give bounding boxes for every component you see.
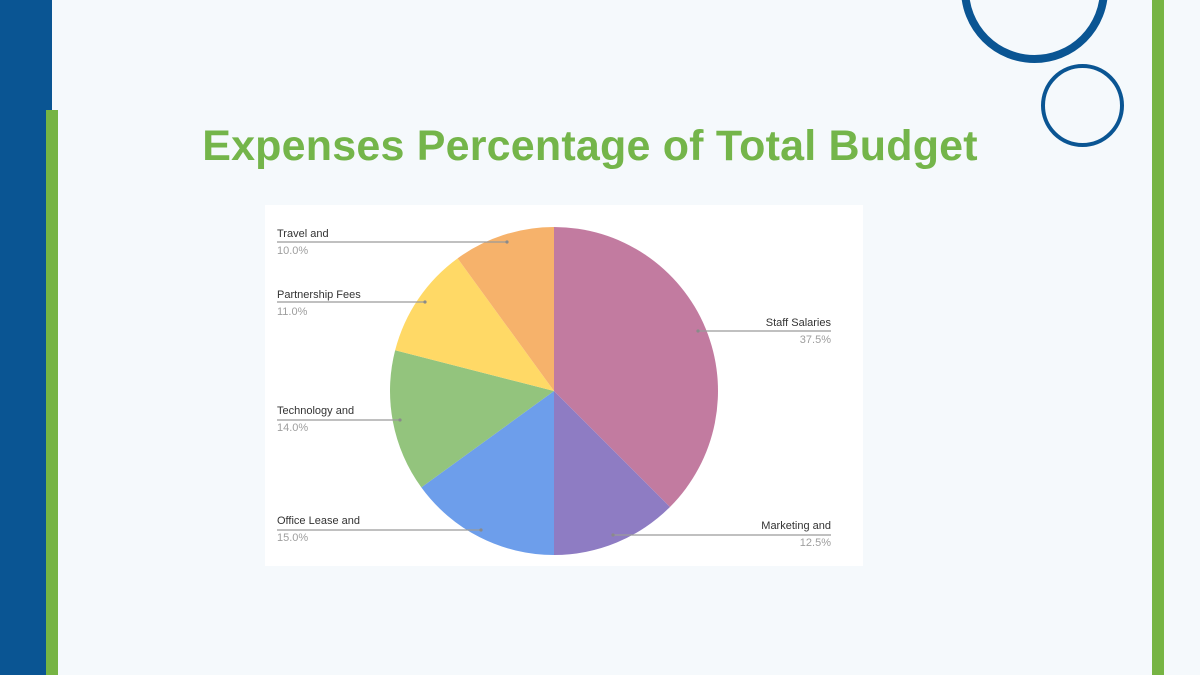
pie-slice-staff-salaries: [554, 227, 718, 507]
pct-marketing: 12.5%: [799, 537, 831, 549]
slide-title: Expenses Percentage of Total Budget: [0, 122, 1180, 171]
pie-chart: Travel and 10.0% Partnership Fees 11.0% …: [265, 205, 863, 566]
pie-slice-marketing-and: [554, 391, 670, 555]
label-partnership: Partnership Fees: [277, 289, 361, 301]
pie-chart-graphic: [277, 227, 831, 555]
pct-partnership: 11.0%: [277, 306, 308, 318]
label-staff: Staff Salaries: [765, 317, 831, 329]
label-travel: Travel and: [277, 228, 329, 240]
pie-slice-travel-and: [457, 227, 554, 391]
pie-slice-partnership-fees: [395, 258, 554, 391]
leader-dot: [398, 418, 402, 422]
decorative-circle-large: [961, 0, 1108, 63]
pct-office: 15.0%: [277, 532, 309, 544]
label-marketing: Marketing and: [761, 520, 831, 532]
leader-dot: [696, 329, 700, 333]
pct-technology: 14.0%: [277, 422, 309, 434]
slide-title-text: Expenses Percentage of Total Budget: [202, 122, 978, 170]
pie-slice-technology-and: [390, 350, 554, 488]
label-technology: Technology and: [277, 405, 355, 417]
leader-dot: [505, 240, 509, 244]
pct-travel: 10.0%: [277, 245, 309, 257]
pct-staff: 37.5%: [799, 334, 831, 346]
leader-dot: [611, 533, 615, 537]
leader-dot: [479, 528, 483, 532]
label-office: Office Lease and: [277, 515, 360, 527]
right-green-stripe: [1152, 0, 1164, 675]
left-green-stripe: [46, 110, 58, 675]
leader-dot: [423, 300, 427, 304]
left-accent-bar: [0, 0, 52, 675]
pie-slice-office-lease-and: [421, 391, 554, 555]
decorative-circle-small: [1041, 64, 1124, 147]
